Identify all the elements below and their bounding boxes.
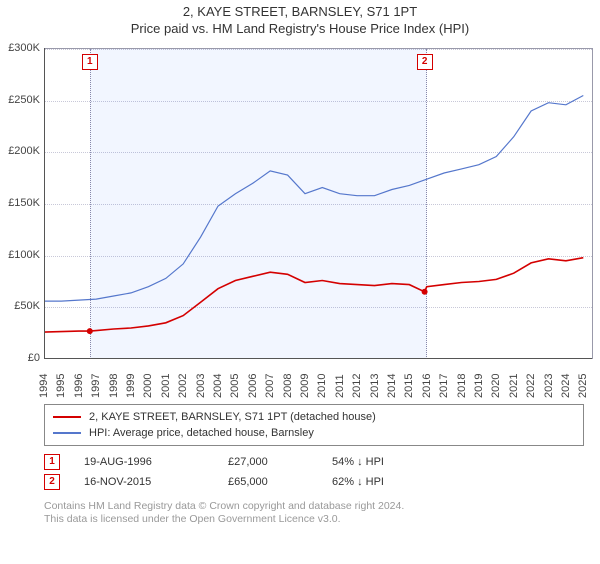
sale-dot xyxy=(422,289,428,295)
event-price: £65,000 xyxy=(228,476,308,488)
x-tick-label: 2014 xyxy=(386,364,398,398)
series-line-price_paid xyxy=(44,258,583,332)
y-tick-label: £100K xyxy=(0,249,40,261)
x-tick-label: 2023 xyxy=(543,364,555,398)
footer-line: This data is licensed under the Open Gov… xyxy=(44,513,584,526)
x-tick-label: 2022 xyxy=(525,364,537,398)
x-tick-label: 2021 xyxy=(508,364,520,398)
event-hpi-diff: 54% ↓ HPI xyxy=(332,456,432,468)
x-tick-label: 2009 xyxy=(299,364,311,398)
sale-marker-icon: 1 xyxy=(82,54,98,70)
x-tick-label: 2013 xyxy=(369,364,381,398)
x-tick-label: 2006 xyxy=(247,364,259,398)
legend-label: HPI: Average price, detached house, Barn… xyxy=(89,427,314,439)
event-price: £27,000 xyxy=(228,456,308,468)
series-line-hpi xyxy=(44,96,583,302)
plot-area xyxy=(44,48,593,359)
event-hpi-diff: 62% ↓ HPI xyxy=(332,476,432,488)
sale-event-row: 2 16-NOV-2015 £65,000 62% ↓ HPI xyxy=(44,472,584,492)
y-tick-label: £250K xyxy=(0,94,40,106)
event-date: 16-NOV-2015 xyxy=(84,476,204,488)
legend-label: 2, KAYE STREET, BARNSLEY, S71 1PT (detac… xyxy=(89,411,376,423)
sale-event-row: 1 19-AUG-1996 £27,000 54% ↓ HPI xyxy=(44,452,584,472)
y-axis xyxy=(44,48,45,358)
sale-marker-icon: 2 xyxy=(417,54,433,70)
legend: 2, KAYE STREET, BARNSLEY, S71 1PT (detac… xyxy=(44,404,584,446)
title-line-1: 2, KAYE STREET, BARNSLEY, S71 1PT xyxy=(0,4,600,19)
x-tick-label: 2003 xyxy=(195,364,207,398)
x-tick-label: 2017 xyxy=(438,364,450,398)
x-tick-label: 2020 xyxy=(490,364,502,398)
x-tick-label: 2008 xyxy=(282,364,294,398)
event-date: 19-AUG-1996 xyxy=(84,456,204,468)
footer-line: Contains HM Land Registry data © Crown c… xyxy=(44,500,584,513)
x-tick-label: 2010 xyxy=(316,364,328,398)
event-marker-icon: 2 xyxy=(44,474,60,490)
series-svg xyxy=(44,49,592,359)
x-tick-label: 1998 xyxy=(108,364,120,398)
y-tick-label: £300K xyxy=(0,42,40,54)
x-tick-label: 2015 xyxy=(403,364,415,398)
x-tick-label: 2018 xyxy=(456,364,468,398)
y-tick-label: £200K xyxy=(0,145,40,157)
x-tick-label: 2012 xyxy=(351,364,363,398)
x-tick-label: 2005 xyxy=(229,364,241,398)
x-tick-label: 2019 xyxy=(473,364,485,398)
sale-dot xyxy=(87,328,93,334)
x-tick-label: 2025 xyxy=(577,364,589,398)
y-tick-label: £0 xyxy=(0,352,40,364)
title-line-2: Price paid vs. HM Land Registry's House … xyxy=(0,21,600,36)
x-tick-label: 1994 xyxy=(38,364,50,398)
legend-swatch xyxy=(53,416,81,418)
x-tick-label: 1997 xyxy=(90,364,102,398)
legend-item: 2, KAYE STREET, BARNSLEY, S71 1PT (detac… xyxy=(53,409,575,425)
x-tick-label: 2001 xyxy=(160,364,172,398)
x-tick-label: 1999 xyxy=(125,364,137,398)
x-tick-label: 2011 xyxy=(334,364,346,398)
event-marker-icon: 1 xyxy=(44,454,60,470)
x-axis xyxy=(44,358,592,359)
x-tick-label: 1995 xyxy=(55,364,67,398)
x-tick-label: 2007 xyxy=(264,364,276,398)
chart: £0 £50K £100K £150K £200K £250K £300K 1994 1995 1… xyxy=(0,42,600,402)
x-tick-label: 2024 xyxy=(560,364,572,398)
x-tick-label: 1996 xyxy=(73,364,85,398)
y-tick-label: £150K xyxy=(0,197,40,209)
x-tick-label: 2002 xyxy=(177,364,189,398)
y-tick-label: £50K xyxy=(0,300,40,312)
legend-item: HPI: Average price, detached house, Barn… xyxy=(53,425,575,441)
attribution-footer: Contains HM Land Registry data © Crown c… xyxy=(44,500,584,526)
legend-swatch xyxy=(53,432,81,434)
x-tick-label: 2004 xyxy=(212,364,224,398)
sale-events: 1 19-AUG-1996 £27,000 54% ↓ HPI 2 16-NOV… xyxy=(44,452,584,492)
x-tick-label: 2016 xyxy=(421,364,433,398)
x-tick-label: 2000 xyxy=(142,364,154,398)
